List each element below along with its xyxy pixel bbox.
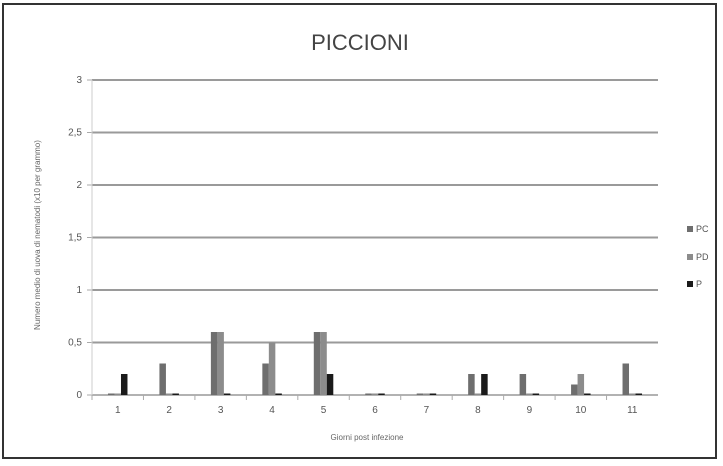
x-tick-label: 1: [115, 405, 121, 416]
bar: [584, 393, 591, 395]
bar: [629, 393, 636, 395]
bar: [165, 393, 173, 395]
legend-label: P: [696, 279, 702, 289]
bar: [481, 374, 488, 395]
x-tick-label: 10: [575, 405, 587, 416]
y-tick-label: 2: [76, 180, 82, 191]
bar: [159, 363, 166, 395]
legend-label: PC: [696, 224, 709, 234]
bar: [468, 374, 475, 395]
x-tick-label: 3: [218, 405, 224, 416]
bar: [423, 393, 430, 395]
x-axis-label: Giorni post infezione: [331, 433, 404, 442]
bar: [519, 374, 527, 395]
bar: [313, 332, 321, 395]
x-tick-label: 9: [527, 405, 533, 416]
bar: [172, 393, 179, 395]
bar: [429, 393, 437, 395]
legend-swatch: [687, 226, 693, 232]
bar: [416, 393, 424, 395]
grid-layer: [87, 79, 658, 400]
legend-swatch: [687, 281, 693, 287]
legend-swatch: [687, 254, 693, 260]
y-tick-layer: 0 0,5 1 1,5 2 2,5 3: [68, 75, 82, 401]
bar: [474, 393, 482, 395]
bar: [526, 393, 533, 395]
bar: [114, 393, 121, 395]
bar: [107, 393, 115, 395]
bar: [378, 393, 385, 395]
bar: [622, 363, 630, 395]
x-tick-label: 7: [424, 405, 430, 416]
legend: PC PD P: [687, 224, 709, 289]
chart-title: PICCIONI: [311, 30, 409, 55]
y-tick-label: 0: [76, 390, 82, 401]
x-tick-layer: 1 2 3 4 5 6 7 8 9 10 11: [115, 405, 638, 416]
x-tick-label: 11: [627, 405, 638, 416]
x-tick-label: 8: [475, 405, 481, 416]
bar: [223, 393, 231, 395]
y-tick-label: 1: [76, 285, 82, 296]
x-tick-label: 2: [166, 405, 172, 416]
bar: [120, 374, 128, 395]
bar: [262, 363, 269, 395]
x-tick-label: 6: [372, 405, 378, 416]
bar: [326, 374, 334, 395]
y-tick-label: 2,5: [68, 128, 82, 139]
x-tick-label: 5: [321, 405, 327, 416]
x-tick-label: 4: [269, 405, 275, 416]
y-tick-label: 0,5: [68, 338, 82, 349]
bar: [268, 342, 276, 395]
y-axis-label: Numero medio di uova di nematodi (x10 pe…: [33, 140, 42, 330]
bar: [210, 332, 218, 395]
bar-layer: [107, 332, 643, 395]
legend-label: PD: [696, 252, 709, 262]
bar: [577, 374, 585, 395]
bar: [571, 384, 578, 395]
bar: [275, 393, 282, 395]
bar: [371, 393, 379, 395]
bar: [217, 332, 224, 395]
bar: [532, 393, 540, 395]
y-tick-label: 1,5: [68, 233, 82, 244]
y-tick-label: 3: [76, 75, 82, 86]
bar: [365, 393, 372, 395]
bar: [635, 393, 643, 395]
bar: [320, 332, 327, 395]
